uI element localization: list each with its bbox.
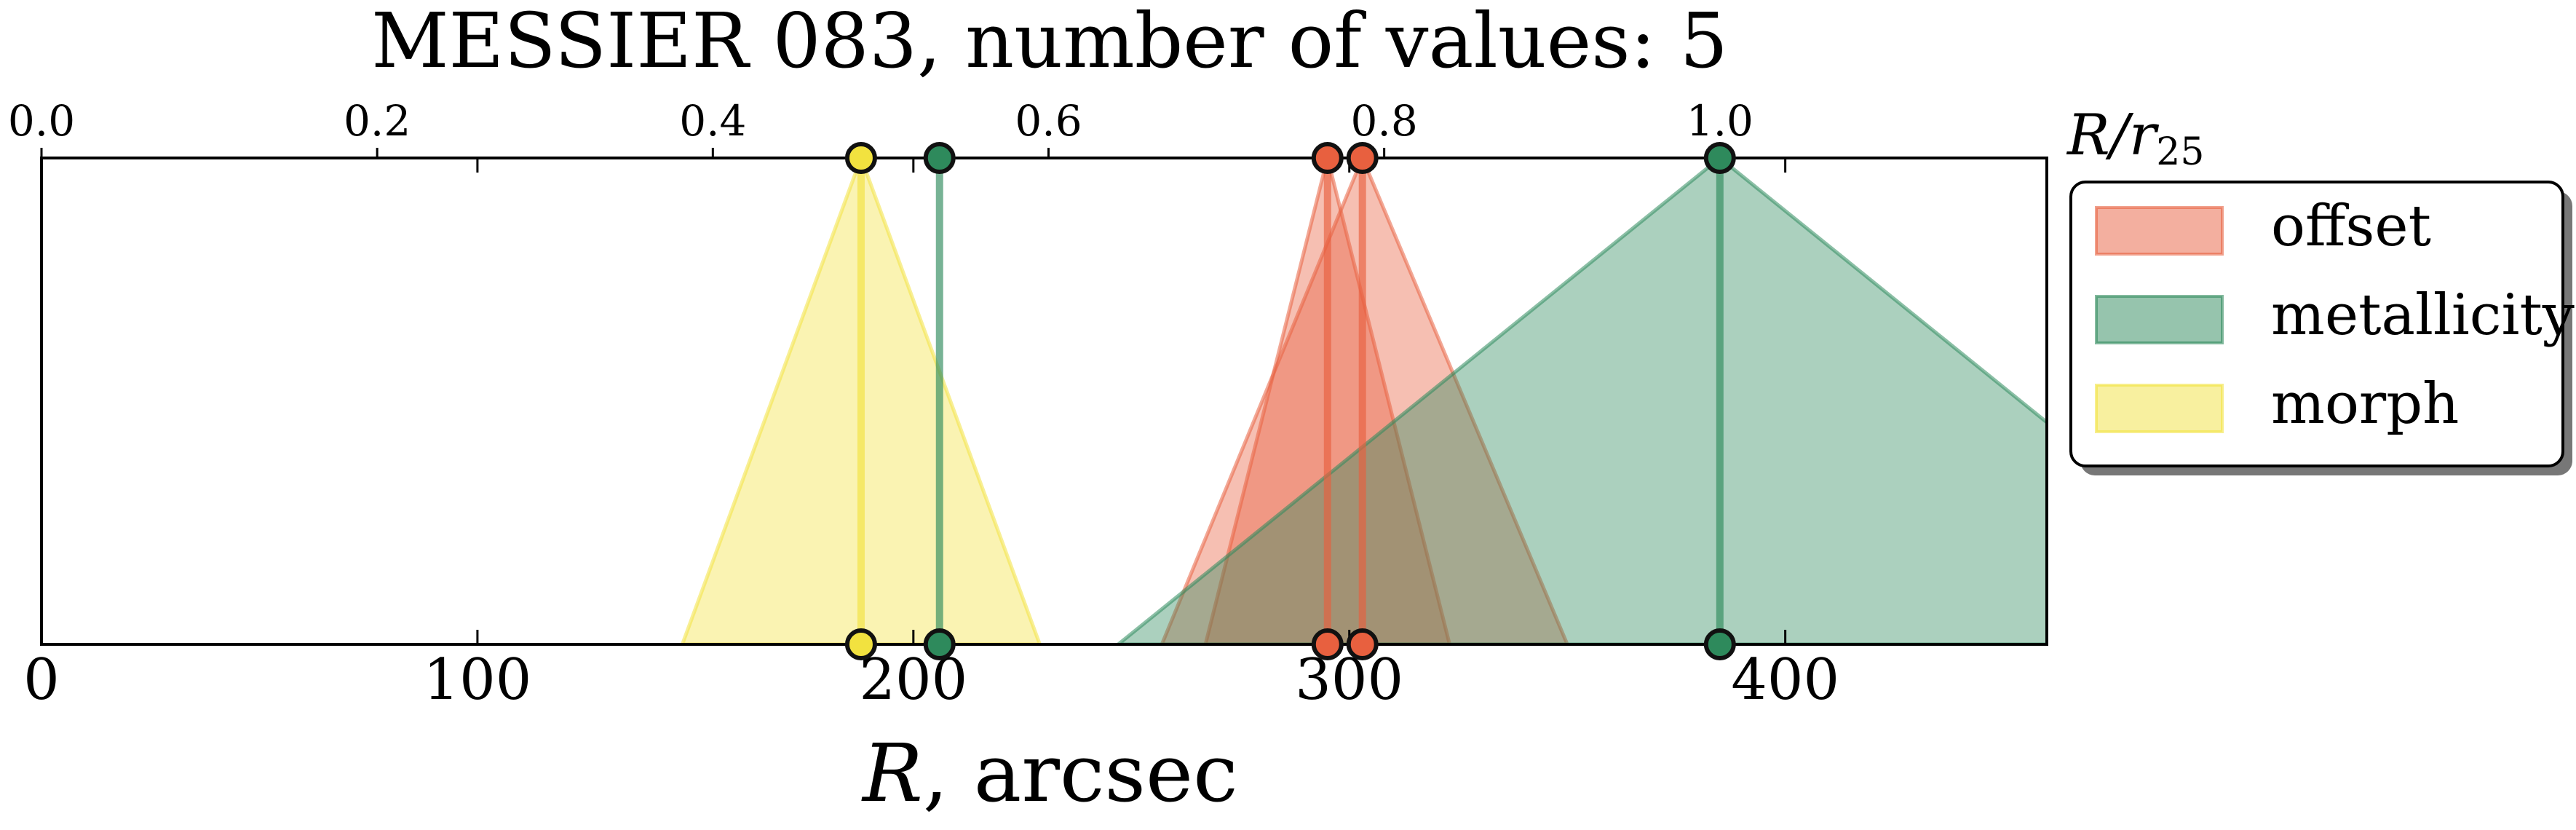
x-axis-label-unit: , arcsec <box>923 727 1238 820</box>
top-tick-label: 0.0 <box>8 96 75 146</box>
legend-label-morph: morph <box>2271 371 2459 437</box>
bottom-tick-label: 400 <box>1731 647 1839 713</box>
offset-marker <box>1346 628 1379 660</box>
bottom-tick-label: 0 <box>23 647 60 713</box>
offset-marker <box>1346 142 1379 174</box>
legend-swatch-offset <box>2095 206 2224 256</box>
legend-label-metallicity: metallicity <box>2271 282 2575 348</box>
metallicity-marker <box>923 628 956 660</box>
top-tick-label: 0.8 <box>1351 96 1418 146</box>
legend-label-offset: offset <box>2271 194 2431 259</box>
metallicity-marker <box>1703 142 1736 174</box>
chart-title: MESSIER 083, number of values: 5 <box>371 0 1728 85</box>
legend: offset metallicity morph <box>2069 181 2575 475</box>
morph-marker <box>844 142 877 174</box>
offset-marker <box>1311 628 1344 660</box>
offset-marker <box>1311 142 1344 174</box>
plot-marks <box>680 158 2047 644</box>
top-tick-label: 0.4 <box>679 96 746 146</box>
top-axis-label: R/r25 <box>2066 103 2204 174</box>
morph-marker <box>844 628 877 660</box>
bottom-tick-label: 100 <box>423 647 531 713</box>
metallicity-marker <box>1703 628 1736 660</box>
x-axis-label-main: R <box>861 727 923 820</box>
legend-swatch-morph <box>2095 384 2224 433</box>
top-axis-label-sub: 25 <box>2156 130 2204 174</box>
bottom-axis-ticks: 0 100 200 300 400 <box>23 158 1839 713</box>
metallicity-marker <box>923 142 956 174</box>
bottom-tick-label: 300 <box>1295 647 1403 713</box>
top-axis-label-main: R/r <box>2066 103 2160 168</box>
top-tick-label: 1.0 <box>1687 96 1753 146</box>
top-tick-label: 0.2 <box>344 96 411 146</box>
top-axis-ticks: 0.0 0.2 0.4 0.6 0.8 1.0 <box>8 96 1753 158</box>
x-axis-label: R, arcsec <box>861 727 1238 820</box>
plot-frame <box>40 157 2048 646</box>
metallicity-range-triangle <box>1115 158 2047 644</box>
legend-swatch-metallicity <box>2095 295 2224 344</box>
bottom-tick-label: 200 <box>859 647 967 713</box>
top-tick-label: 0.6 <box>1015 96 1082 146</box>
